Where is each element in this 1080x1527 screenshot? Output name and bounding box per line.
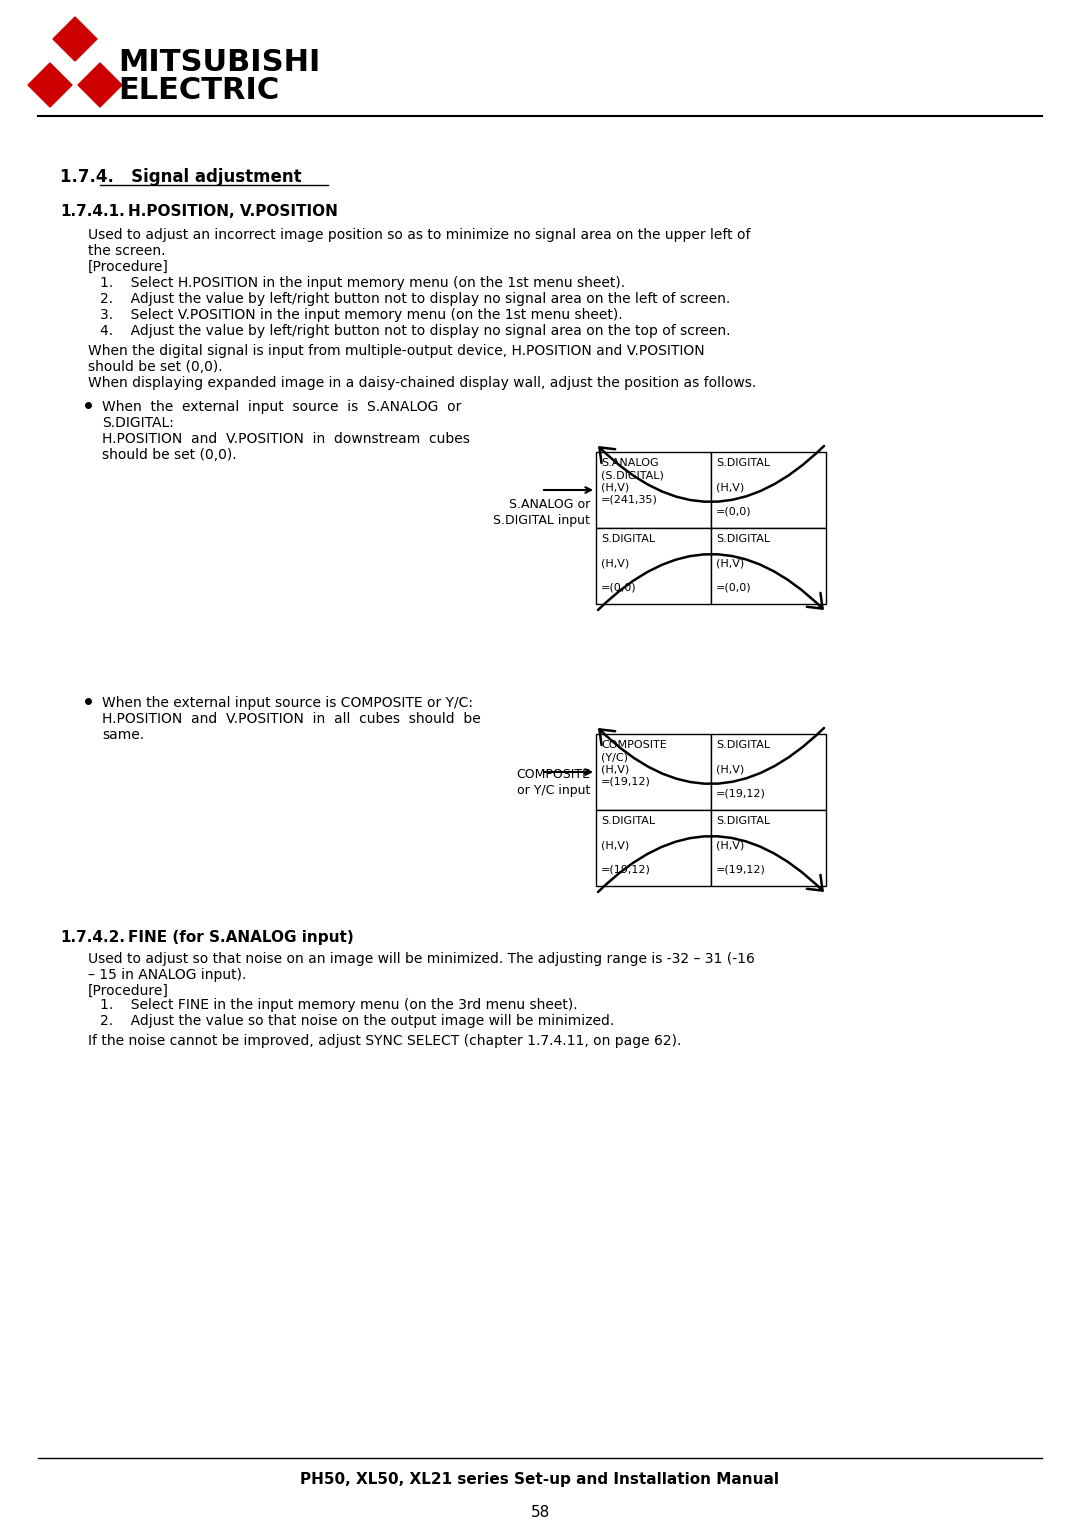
Text: 2.    Adjust the value so that noise on the output image will be minimized.: 2. Adjust the value so that noise on the… (100, 1014, 615, 1028)
Text: – 15 in ANALOG input).: – 15 in ANALOG input). (87, 968, 246, 982)
Text: =(0,0): =(0,0) (716, 582, 752, 592)
Text: [Procedure]: [Procedure] (87, 260, 168, 273)
Text: 1.7.4.   Signal adjustment: 1.7.4. Signal adjustment (60, 168, 301, 186)
Text: (H,V): (H,V) (600, 483, 630, 492)
Text: S.DIGITAL input: S.DIGITAL input (494, 515, 590, 527)
Text: MITSUBISHI: MITSUBISHI (118, 47, 321, 76)
Text: the screen.: the screen. (87, 244, 165, 258)
Text: 1.7.4.2.: 1.7.4.2. (60, 930, 125, 945)
Text: S.DIGITAL:: S.DIGITAL: (102, 415, 174, 431)
Text: H.POSITION  and  V.POSITION  in  downstream  cubes: H.POSITION and V.POSITION in downstream … (102, 432, 470, 446)
Polygon shape (78, 63, 122, 107)
Text: (H,V): (H,V) (716, 840, 744, 851)
Bar (711, 734, 826, 809)
Text: =(241,35): =(241,35) (600, 495, 658, 504)
Text: If the noise cannot be improved, adjust SYNC SELECT (chapter 1.7.4.11, on page 6: If the noise cannot be improved, adjust … (87, 1034, 681, 1048)
Text: H.POSITION  and  V.POSITION  in  all  cubes  should  be: H.POSITION and V.POSITION in all cubes s… (102, 712, 481, 725)
Text: S.ANALOG: S.ANALOG (600, 458, 659, 467)
Text: S.DIGITAL: S.DIGITAL (716, 741, 770, 750)
Text: =(19,12): =(19,12) (716, 864, 766, 873)
Bar (711, 528, 826, 605)
Text: When the external input source is COMPOSITE or Y/C:: When the external input source is COMPOS… (102, 696, 473, 710)
Text: ELECTRIC: ELECTRIC (118, 76, 280, 105)
Text: [Procedure]: [Procedure] (87, 983, 168, 999)
Bar (596, 528, 711, 605)
Text: same.: same. (102, 728, 144, 742)
Text: 3.    Select V.POSITION in the input memory menu (on the 1st menu sheet).: 3. Select V.POSITION in the input memory… (100, 308, 623, 322)
Text: =(0,0): =(0,0) (716, 505, 752, 516)
FancyArrowPatch shape (598, 554, 823, 611)
Text: (H,V): (H,V) (600, 840, 630, 851)
Text: S.DIGITAL: S.DIGITAL (600, 815, 656, 826)
Polygon shape (28, 63, 72, 107)
FancyArrowPatch shape (599, 728, 824, 783)
Text: 4.    Adjust the value by left/right button not to display no signal area on the: 4. Adjust the value by left/right button… (100, 324, 730, 337)
FancyArrowPatch shape (598, 837, 823, 892)
Text: (Y/C): (Y/C) (600, 751, 627, 762)
Text: S.DIGITAL: S.DIGITAL (716, 534, 770, 544)
Text: H.POSITION, V.POSITION: H.POSITION, V.POSITION (129, 205, 338, 218)
Polygon shape (53, 17, 97, 61)
Text: =(19,12): =(19,12) (716, 788, 766, 799)
Text: COMPOSITE: COMPOSITE (516, 768, 590, 780)
FancyArrowPatch shape (599, 446, 824, 502)
Text: Used to adjust so that noise on an image will be minimized. The adjusting range : Used to adjust so that noise on an image… (87, 951, 755, 967)
Bar (596, 452, 711, 528)
Text: =(0,0): =(0,0) (600, 582, 636, 592)
Text: or Y/C input: or Y/C input (516, 783, 590, 797)
Text: (H,V): (H,V) (600, 557, 630, 568)
Bar (596, 734, 711, 809)
Bar (711, 452, 826, 528)
Text: S.DIGITAL: S.DIGITAL (716, 458, 770, 467)
Text: (H,V): (H,V) (716, 483, 744, 492)
Text: S.ANALOG or: S.ANALOG or (509, 498, 590, 512)
Text: When the digital signal is input from multiple-output device, H.POSITION and V.P: When the digital signal is input from mu… (87, 344, 704, 357)
Text: When displaying expanded image in a daisy-chained display wall, adjust the posit: When displaying expanded image in a dais… (87, 376, 756, 389)
Text: 1.7.4.1.: 1.7.4.1. (60, 205, 125, 218)
Text: (H,V): (H,V) (716, 557, 744, 568)
Text: =(19,12): =(19,12) (600, 864, 651, 873)
Text: 1.    Select FINE in the input memory menu (on the 3rd menu sheet).: 1. Select FINE in the input memory menu … (100, 999, 578, 1012)
Text: =(19,12): =(19,12) (600, 776, 651, 786)
Text: should be set (0,0).: should be set (0,0). (102, 447, 237, 463)
Text: S.DIGITAL: S.DIGITAL (600, 534, 656, 544)
Bar (596, 809, 711, 886)
Text: 2.    Adjust the value by left/right button not to display no signal area on the: 2. Adjust the value by left/right button… (100, 292, 730, 305)
Text: (S.DIGITAL): (S.DIGITAL) (600, 470, 664, 479)
Text: 1.    Select H.POSITION in the input memory menu (on the 1st menu sheet).: 1. Select H.POSITION in the input memory… (100, 276, 625, 290)
Text: When  the  external  input  source  is  S.ANALOG  or: When the external input source is S.ANAL… (102, 400, 461, 414)
Text: COMPOSITE: COMPOSITE (600, 741, 666, 750)
Text: Used to adjust an incorrect image position so as to minimize no signal area on t: Used to adjust an incorrect image positi… (87, 228, 751, 241)
Bar (711, 809, 826, 886)
Text: S.DIGITAL: S.DIGITAL (716, 815, 770, 826)
Text: (H,V): (H,V) (716, 764, 744, 774)
Text: 58: 58 (530, 1506, 550, 1519)
Text: FINE (for S.ANALOG input): FINE (for S.ANALOG input) (129, 930, 354, 945)
Text: (H,V): (H,V) (600, 764, 630, 774)
Text: PH50, XL50, XL21 series Set-up and Installation Manual: PH50, XL50, XL21 series Set-up and Insta… (300, 1472, 780, 1487)
Text: should be set (0,0).: should be set (0,0). (87, 360, 222, 374)
